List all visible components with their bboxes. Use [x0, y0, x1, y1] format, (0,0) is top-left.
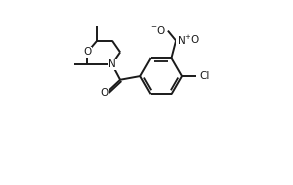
Text: N: N	[108, 59, 116, 69]
Text: O: O	[83, 47, 91, 57]
Text: N$\mathregular{^{+}}$: N$\mathregular{^{+}}$	[177, 34, 192, 47]
Text: O: O	[100, 88, 108, 97]
Text: O: O	[191, 35, 199, 45]
Text: Cl: Cl	[199, 71, 209, 81]
Text: $\mathregular{^{-}}$O: $\mathregular{^{-}}$O	[150, 24, 166, 36]
